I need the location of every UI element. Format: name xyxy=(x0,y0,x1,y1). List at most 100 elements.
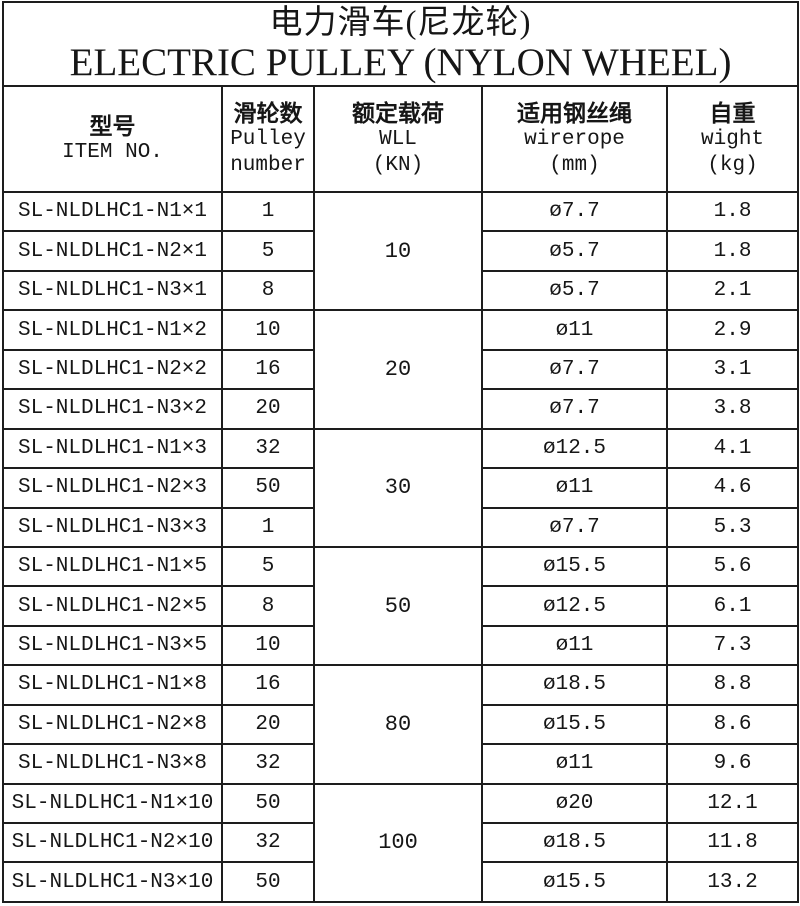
table-row: SL-NLDLHC1-N1×10 50 100 ø20 12.1 xyxy=(2,782,800,904)
header-wirerope-unit: (mm) xyxy=(549,153,600,177)
table-row: SL-NLDLHC1-N2×5 8 ø12.5 6.1 xyxy=(2,585,800,627)
table-title: 电力滑车(尼龙轮) ELECTRIC PULLEY (NYLON WHEEL) xyxy=(1,1,800,87)
item-cell: SL-NLDLHC1-N1×10 xyxy=(2,782,223,825)
table-row: SL-NLDLHC1-N3×2 20 ø7.7 3.8 xyxy=(2,388,800,430)
wirerope-cell: ø15.5 xyxy=(481,703,668,746)
weight-cell: 4.1 xyxy=(665,427,800,470)
weight-cell: 8.6 xyxy=(665,703,800,746)
wll-cell: 30 xyxy=(313,427,483,548)
col-header-wirerope: 适用钢丝绳 wirerope (mm) xyxy=(481,85,668,193)
pulley-count-cell: 8 xyxy=(221,269,315,312)
weight-cell: 6.1 xyxy=(665,585,800,627)
wirerope-cell: ø18.5 xyxy=(481,821,668,864)
item-cell: SL-NLDLHC1-N3×3 xyxy=(2,506,223,548)
table-row: SL-NLDLHC1-N2×10 32 ø18.5 11.8 xyxy=(2,821,800,864)
wirerope-cell: ø5.7 xyxy=(481,269,668,312)
wirerope-cell: ø11 xyxy=(481,309,668,351)
pulley-count-cell: 20 xyxy=(221,703,315,746)
pulley-count-cell: 5 xyxy=(221,230,315,272)
header-weight-zh: 自重 xyxy=(709,100,756,126)
header-pulley-zh: 滑轮数 xyxy=(233,100,303,126)
header-wirerope-en: wirerope xyxy=(524,127,625,151)
wll-cell: 100 xyxy=(313,782,483,904)
title-row: 电力滑车(尼龙轮) ELECTRIC PULLEY (NYLON WHEEL) xyxy=(1,1,800,87)
table-row: SL-NLDLHC1-N1×2 10 20 ø11 2.9 xyxy=(2,309,800,430)
weight-cell: 11.8 xyxy=(665,821,800,864)
weight-cell: 13.2 xyxy=(665,861,800,903)
table-row: SL-NLDLHC1-N3×10 50 ø15.5 13.2 xyxy=(2,861,800,903)
header-pulley-en-2: number xyxy=(230,153,306,177)
header-wll-en: WLL xyxy=(379,127,417,151)
pulley-count-cell: 1 xyxy=(221,506,315,548)
header-item-zh: 型号 xyxy=(89,113,136,139)
table-row: SL-NLDLHC1-N1×8 16 80 ø18.5 8.8 xyxy=(2,664,800,785)
item-cell: SL-NLDLHC1-N2×1 xyxy=(2,230,223,272)
col-header-weight: 自重 wight (kg) xyxy=(665,85,800,193)
item-cell: SL-NLDLHC1-N2×2 xyxy=(2,348,223,391)
wirerope-cell: ø7.7 xyxy=(481,190,668,233)
wirerope-cell: ø11 xyxy=(481,624,668,667)
header-row: 型号 ITEM NO. 滑轮数 Pulley number 额定载荷 WLL (… xyxy=(2,85,800,193)
weight-cell: 3.8 xyxy=(665,388,800,430)
item-cell: SL-NLDLHC1-N1×1 xyxy=(2,190,223,233)
col-header-wll: 额定载荷 WLL (KN) xyxy=(313,85,483,193)
item-cell: SL-NLDLHC1-N2×8 xyxy=(2,703,223,746)
item-cell: SL-NLDLHC1-N1×5 xyxy=(2,545,223,588)
weight-cell: 3.1 xyxy=(665,348,800,391)
header-weight-unit: (kg) xyxy=(707,153,758,177)
table-row: SL-NLDLHC1-N1×5 5 50 ø15.5 5.6 xyxy=(2,545,800,667)
pulley-count-cell: 50 xyxy=(221,467,315,509)
wirerope-cell: ø12.5 xyxy=(481,427,668,470)
weight-cell: 1.8 xyxy=(665,190,800,233)
header-wirerope-zh: 适用钢丝绳 xyxy=(517,100,632,126)
header-pulley-en-1: Pulley xyxy=(230,127,306,151)
title-english: ELECTRIC PULLEY (NYLON WHEEL) xyxy=(69,41,732,84)
pulley-count-cell: 16 xyxy=(221,664,315,706)
item-cell: SL-NLDLHC1-N1×2 xyxy=(2,309,223,351)
item-cell: SL-NLDLHC1-N3×10 xyxy=(2,861,223,903)
weight-cell: 2.9 xyxy=(665,309,800,351)
table-row: SL-NLDLHC1-N2×8 20 ø15.5 8.6 xyxy=(2,703,800,746)
item-cell: SL-NLDLHC1-N3×5 xyxy=(2,624,223,667)
wirerope-cell: ø20 xyxy=(481,782,668,825)
table-row: SL-NLDLHC1-N2×3 50 ø11 4.6 xyxy=(2,467,800,509)
item-cell: SL-NLDLHC1-N2×10 xyxy=(2,821,223,864)
weight-cell: 5.6 xyxy=(665,545,800,588)
table-row: SL-NLDLHC1-N1×3 32 30 ø12.5 4.1 xyxy=(2,427,800,548)
pulley-count-cell: 50 xyxy=(221,861,315,903)
pulley-count-cell: 20 xyxy=(221,388,315,430)
weight-cell: 2.1 xyxy=(665,269,800,312)
weight-cell: 12.1 xyxy=(665,782,800,825)
wirerope-cell: ø7.7 xyxy=(481,348,668,391)
col-header-pulley-number: 滑轮数 Pulley number xyxy=(221,85,315,193)
wirerope-cell: ø18.5 xyxy=(481,664,668,706)
item-cell: SL-NLDLHC1-N3×8 xyxy=(2,743,223,785)
pulley-count-cell: 8 xyxy=(221,585,315,627)
weight-cell: 7.3 xyxy=(665,624,800,667)
pulley-count-cell: 10 xyxy=(221,624,315,667)
item-cell: SL-NLDLHC1-N3×1 xyxy=(2,269,223,312)
wirerope-cell: ø15.5 xyxy=(481,861,668,903)
table-row: SL-NLDLHC1-N3×5 10 ø11 7.3 xyxy=(2,624,800,667)
pulley-count-cell: 1 xyxy=(221,190,315,233)
wll-cell: 80 xyxy=(313,664,483,785)
item-cell: SL-NLDLHC1-N1×3 xyxy=(2,427,223,470)
wll-cell: 50 xyxy=(313,545,483,667)
header-wll-zh: 额定载荷 xyxy=(352,100,444,126)
weight-cell: 5.3 xyxy=(665,506,800,548)
col-header-item-no: 型号 ITEM NO. xyxy=(2,85,223,193)
pulley-count-cell: 16 xyxy=(221,348,315,391)
table-row: SL-NLDLHC1-N3×1 8 ø5.7 2.1 xyxy=(2,269,800,312)
header-wll-unit: (KN) xyxy=(372,153,424,177)
wirerope-cell: ø15.5 xyxy=(481,545,668,588)
table-row: SL-NLDLHC1-N3×3 1 ø7.7 5.3 xyxy=(2,506,800,548)
table-row: SL-NLDLHC1-N2×1 5 ø5.7 1.8 xyxy=(2,230,800,272)
header-item-en: ITEM NO. xyxy=(62,140,163,164)
wirerope-cell: ø7.7 xyxy=(481,388,668,430)
item-cell: SL-NLDLHC1-N1×8 xyxy=(2,664,223,706)
table-row: SL-NLDLHC1-N2×2 16 ø7.7 3.1 xyxy=(2,348,800,391)
wirerope-cell: ø12.5 xyxy=(481,585,668,627)
weight-cell: 1.8 xyxy=(665,230,800,272)
